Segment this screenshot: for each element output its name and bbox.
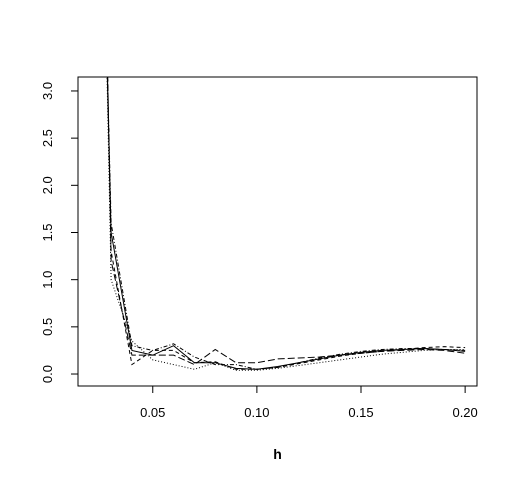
plot-area <box>106 77 466 371</box>
series-line <box>107 77 466 366</box>
series-line <box>106 77 466 370</box>
y-tick-label: 2.5 <box>40 129 55 147</box>
x-tick-label: 0.10 <box>244 405 269 420</box>
x-tick-label: 0.05 <box>140 405 165 420</box>
y-tick-label: 3.0 <box>40 82 55 100</box>
y-tick-label: 1.5 <box>40 223 55 241</box>
series-line <box>107 77 466 370</box>
y-tick-label: 0.5 <box>40 318 55 336</box>
series-line <box>107 77 466 370</box>
series-line <box>106 77 466 371</box>
x-tick-label: 0.15 <box>348 405 373 420</box>
y-tick-label: 1.0 <box>40 271 55 289</box>
x-axis-label: h <box>273 446 282 462</box>
y-tick-label: 2.0 <box>40 176 55 194</box>
y-tick-label: 0.0 <box>40 365 55 383</box>
x-tick-label: 0.20 <box>452 405 477 420</box>
plot-box <box>77 76 478 387</box>
